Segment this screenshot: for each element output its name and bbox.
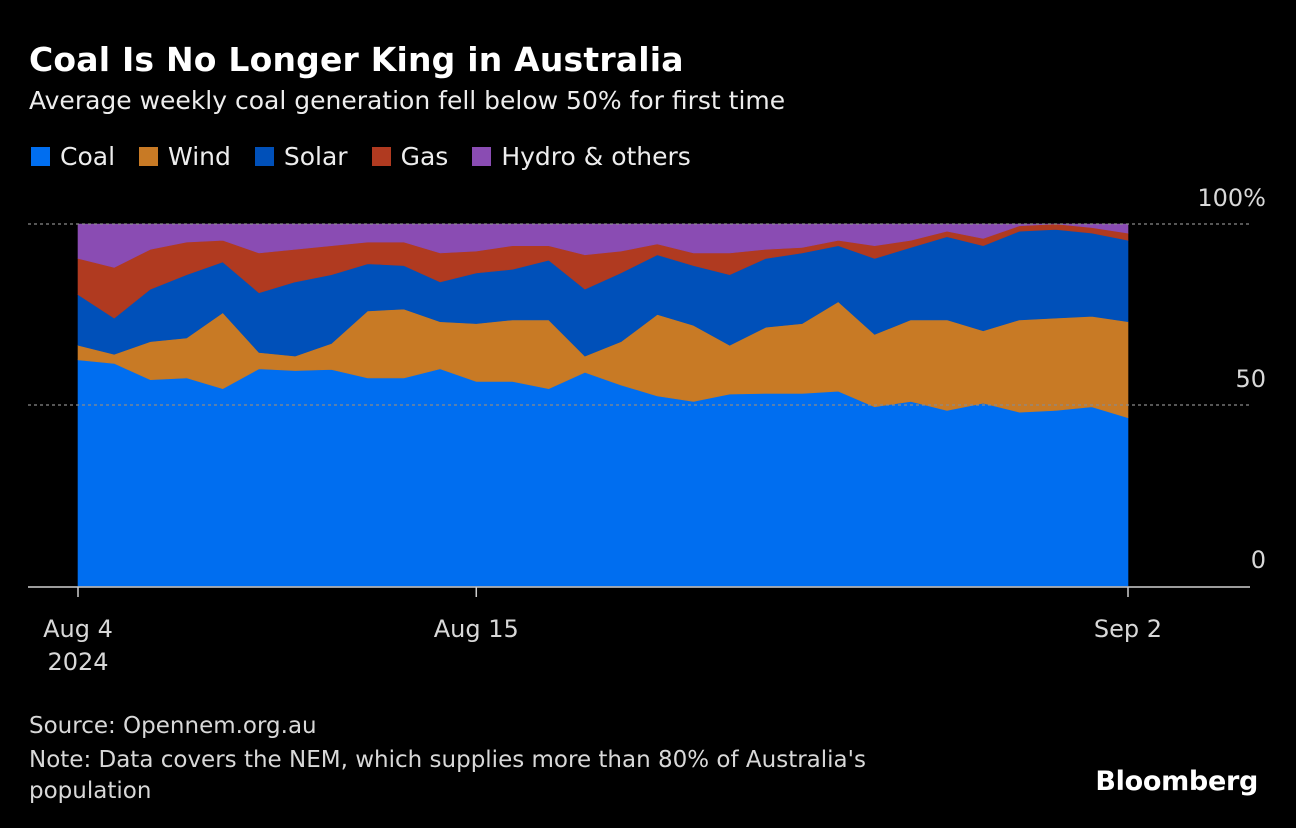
legend-label-coal: Coal bbox=[60, 142, 116, 171]
legend-item-coal: Coal bbox=[31, 142, 115, 171]
legend-swatch-solar bbox=[254, 147, 274, 166]
legend-item-wind: Wind bbox=[139, 142, 231, 171]
legend-swatch-hydro bbox=[472, 147, 492, 166]
legend-swatch-wind bbox=[139, 147, 159, 166]
legend-item-solar: Solar bbox=[254, 142, 348, 171]
y-tick-label-0: 0 bbox=[1251, 546, 1266, 574]
legend-swatch-coal bbox=[31, 147, 50, 166]
area-hydro-others bbox=[77, 223, 1129, 268]
bloomberg-logo: Bloomberg bbox=[1095, 766, 1258, 797]
chart-title: Coal Is No Longer King in Australia bbox=[29, 40, 684, 79]
legend-item-gas: Gas bbox=[371, 142, 449, 171]
legend-item-hydro: Hydro & others bbox=[472, 142, 691, 171]
y-tick-label-50: 50 bbox=[1235, 365, 1266, 393]
legend-label-solar: Solar bbox=[283, 142, 348, 171]
legend: Coal Wind Solar Gas Hydro & others bbox=[31, 142, 715, 171]
x-tick-label-0-0: Aug 4 bbox=[43, 615, 113, 643]
data-note: Note: Data covers the NEM, which supplie… bbox=[29, 747, 866, 804]
chart-subtitle: Average weekly coal generation fell belo… bbox=[29, 86, 786, 115]
x-tick-label-2-0: Sep 2 bbox=[1094, 615, 1162, 643]
legend-label-hydro: Hydro & others bbox=[501, 142, 691, 171]
legend-label-wind: Wind bbox=[168, 142, 231, 171]
x-tick-label-1-0: Aug 15 bbox=[434, 615, 519, 643]
source-note: Source: Opennem.org.au bbox=[29, 713, 317, 739]
x-tick-label-0-1: 2024 bbox=[47, 648, 108, 676]
legend-label-gas: Gas bbox=[400, 142, 449, 171]
y-tick-label-100: 100% bbox=[1197, 184, 1266, 212]
legend-swatch-gas bbox=[371, 147, 391, 166]
